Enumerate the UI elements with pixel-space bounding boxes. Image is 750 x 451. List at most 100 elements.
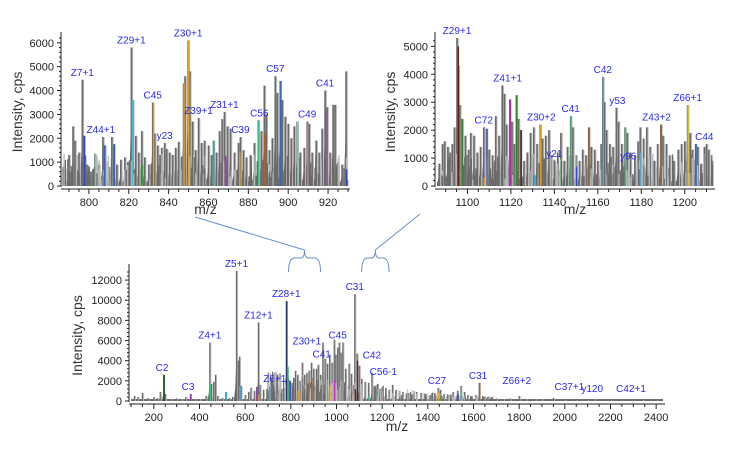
y-tick-label: 3000 xyxy=(404,97,428,109)
x-tick-label: 860 xyxy=(199,197,217,209)
x-tick-label: 800 xyxy=(282,412,300,424)
y-tick-label: 10000 xyxy=(91,295,122,307)
peak-annotation: y96 xyxy=(620,152,637,163)
peak-annotation: C56 xyxy=(250,108,269,119)
chart-zoom-right: 0 1000 2000 3000 4000 5000 1100 1120 1140 1160 118… xyxy=(382,26,715,217)
y-tick-label: 1000 xyxy=(30,157,54,169)
x-tick-label: 840 xyxy=(159,197,177,209)
x-tick-label: 900 xyxy=(279,197,297,209)
x-tick-label: 600 xyxy=(236,412,254,424)
peak-annotation: Z29+1 xyxy=(443,26,472,37)
y-tick-label: 6000 xyxy=(30,38,54,50)
peak-annotation: C57 xyxy=(266,64,285,75)
peak-annotation: C45 xyxy=(144,90,163,101)
peak-annotation: Z44+1 xyxy=(87,125,116,136)
peak-annotation: Z28+1 xyxy=(272,289,301,300)
y-axis-title: Intensity, cps xyxy=(382,72,398,153)
peak-annotation: C27 xyxy=(428,376,447,387)
peak-annotation: C56-1 xyxy=(370,367,398,378)
peak-annotation: C41 xyxy=(561,104,580,115)
peak-annotation: Z39+1 xyxy=(184,106,213,117)
y-tick-label: 1000 xyxy=(404,153,428,165)
x-tick-label: 1400 xyxy=(416,412,440,424)
y-tick-label: 4000 xyxy=(30,86,54,98)
x-tick-label: 1140 xyxy=(543,197,567,209)
x-tick-label: 1200 xyxy=(370,412,394,424)
x-tick-label: 1160 xyxy=(586,197,610,209)
zoom-bracket xyxy=(288,249,322,273)
zoom-connector xyxy=(194,216,305,251)
x-tick-label: 1800 xyxy=(507,412,531,424)
x-tick-label: 1200 xyxy=(673,197,697,209)
y-axis-title: Intensity, cps xyxy=(9,72,25,153)
peak-annotation: C42+1 xyxy=(616,384,646,395)
peak-annotation: C42 xyxy=(594,65,613,76)
peak-annotation: Z30+1 xyxy=(174,28,203,39)
peak-annotation: C39 xyxy=(231,125,250,136)
y-tick-label: 12000 xyxy=(91,275,122,287)
x-tick-label: 2000 xyxy=(553,412,577,424)
peak-annotation: y53 xyxy=(609,96,626,107)
peak-annotation: C2 xyxy=(156,363,169,374)
peak-annotation: C45 xyxy=(328,331,347,342)
y-tick-label: 4000 xyxy=(98,356,122,368)
y-tick-label: 5000 xyxy=(30,62,54,74)
x-tick-label: 1120 xyxy=(499,197,523,209)
peak-annotation: Z12+1 xyxy=(244,310,273,321)
peak-annotation: Z66+2 xyxy=(503,376,532,387)
chart-full-spectrum: 0 2000 4000 6000 8000 10000 12000 200 400 600 800 1… xyxy=(69,213,668,434)
x-tick-label: 1600 xyxy=(461,412,485,424)
zoom-bracket xyxy=(361,249,390,273)
peak-annotation: Z5+1 xyxy=(225,259,249,270)
peak-annotation: Z29+1 xyxy=(117,36,146,47)
y-tick-label: 6000 xyxy=(98,336,122,348)
y-tick-label: 0 xyxy=(422,181,428,193)
peak-annotation: C42 xyxy=(363,351,382,362)
zoom-connector xyxy=(374,213,421,251)
peak-annotation: y23 xyxy=(157,131,174,142)
x-tick-label: 2400 xyxy=(644,412,668,424)
x-tick-label: 200 xyxy=(145,412,163,424)
chart-zoom-left: 0 1000 2000 3000 4000 5000 6000 800 820 840 860 880… xyxy=(9,28,350,217)
y-tick-label: 2000 xyxy=(98,376,122,388)
peak-annotation: Z30+2 xyxy=(527,113,556,124)
y-tick-label: 2000 xyxy=(404,125,428,137)
x-tick-label: 820 xyxy=(120,197,138,209)
peak-annotation: Z41+1 xyxy=(493,73,522,84)
x-tick-label: 800 xyxy=(80,197,98,209)
x-tick-label: 880 xyxy=(239,197,257,209)
x-tick-label: 1100 xyxy=(456,197,480,209)
peak-annotation: Z43+2 xyxy=(642,113,671,124)
x-axis-title: m/z xyxy=(564,201,587,217)
y-tick-label: 5000 xyxy=(404,41,428,53)
peak-annotation: C31 xyxy=(346,282,365,293)
peak-annotation: C72 xyxy=(475,115,494,126)
peak-annotation: C41 xyxy=(312,350,331,361)
peak-annotation: Z4+1 xyxy=(198,331,222,342)
y-axis-title: Intensity, cps xyxy=(69,295,85,376)
y-tick-label: 3000 xyxy=(30,109,54,121)
y-tick-label: 0 xyxy=(116,396,122,408)
peak-annotation: C41 xyxy=(316,79,335,90)
peak-annotation: Z6+1 xyxy=(263,374,287,385)
x-tick-label: 2200 xyxy=(598,412,622,424)
peak-annotation: Z66+1 xyxy=(673,93,702,104)
peak-annotation: y120 xyxy=(581,384,603,395)
x-tick-label: 1000 xyxy=(324,412,348,424)
peak-annotation: C49 xyxy=(298,110,317,121)
peak-annotation: Z31+1 xyxy=(210,100,239,111)
peak-annotation: Z7+1 xyxy=(71,68,95,79)
x-axis-title: m/z xyxy=(386,418,409,434)
peak-annotation: C37+1 xyxy=(555,382,585,393)
x-tick-label: 400 xyxy=(190,412,208,424)
x-tick-label: 920 xyxy=(319,197,337,209)
y-tick-label: 4000 xyxy=(404,69,428,81)
y-tick-label: 0 xyxy=(48,181,54,193)
x-axis-title: m/z xyxy=(194,201,217,217)
y-tick-label: 2000 xyxy=(30,133,54,145)
y-tick-label: 8000 xyxy=(98,315,122,327)
peak-annotation: C31 xyxy=(469,371,488,382)
peak-annotation: C3 xyxy=(182,382,195,393)
peak-annotation: C44 xyxy=(695,132,714,143)
